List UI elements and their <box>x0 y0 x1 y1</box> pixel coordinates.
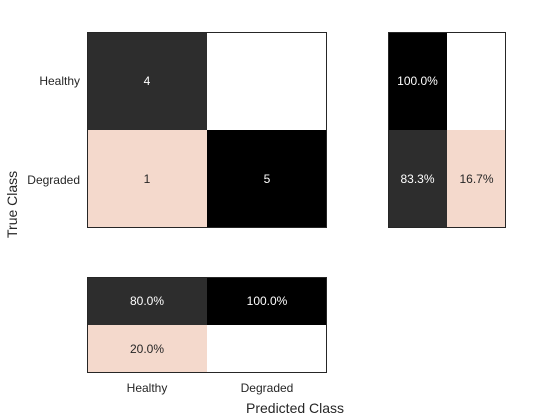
matrix-cell-degraded-healthy: 1 <box>87 130 207 228</box>
y-axis-label: True Class <box>4 170 20 238</box>
row-tick-label-healthy: Healthy <box>39 74 80 88</box>
matrix-cell-value: 1 <box>143 172 151 186</box>
row-summary-value: 16.7% <box>459 172 494 186</box>
row-tick-label-degraded: Degraded <box>27 173 80 187</box>
column-summary-degraded-incorrect <box>207 325 327 373</box>
matrix-cell-degraded-degraded: 5 <box>207 130 327 228</box>
column-summary-value: 80.0% <box>129 294 165 308</box>
row-summary-value: 100.0% <box>397 74 438 88</box>
x-axis-label: Predicted Class <box>246 400 345 416</box>
matrix-cell-value: 5 <box>263 172 271 186</box>
column-tick-label-degraded: Degraded <box>240 381 294 395</box>
matrix-cell-healthy-degraded <box>207 32 327 130</box>
row-summary-value: 83.3% <box>400 172 435 186</box>
column-summary-value: 100.0% <box>246 294 288 308</box>
row-summary-degraded-incorrect: 16.7% <box>447 130 506 228</box>
matrix-cell-value: 4 <box>143 74 151 88</box>
row-summary-healthy-correct: 100.0% <box>388 32 447 130</box>
row-summary-degraded-correct: 83.3% <box>388 130 447 228</box>
column-summary-healthy-correct: 80.0% <box>87 277 207 325</box>
column-tick-label-healthy: Healthy <box>126 381 168 395</box>
column-summary-degraded-correct: 100.0% <box>207 277 327 325</box>
matrix-cell-healthy-healthy: 4 <box>87 32 207 130</box>
column-summary-healthy-incorrect: 20.0% <box>87 325 207 373</box>
row-summary-healthy-incorrect <box>447 32 506 130</box>
column-summary-value: 20.0% <box>129 342 165 356</box>
